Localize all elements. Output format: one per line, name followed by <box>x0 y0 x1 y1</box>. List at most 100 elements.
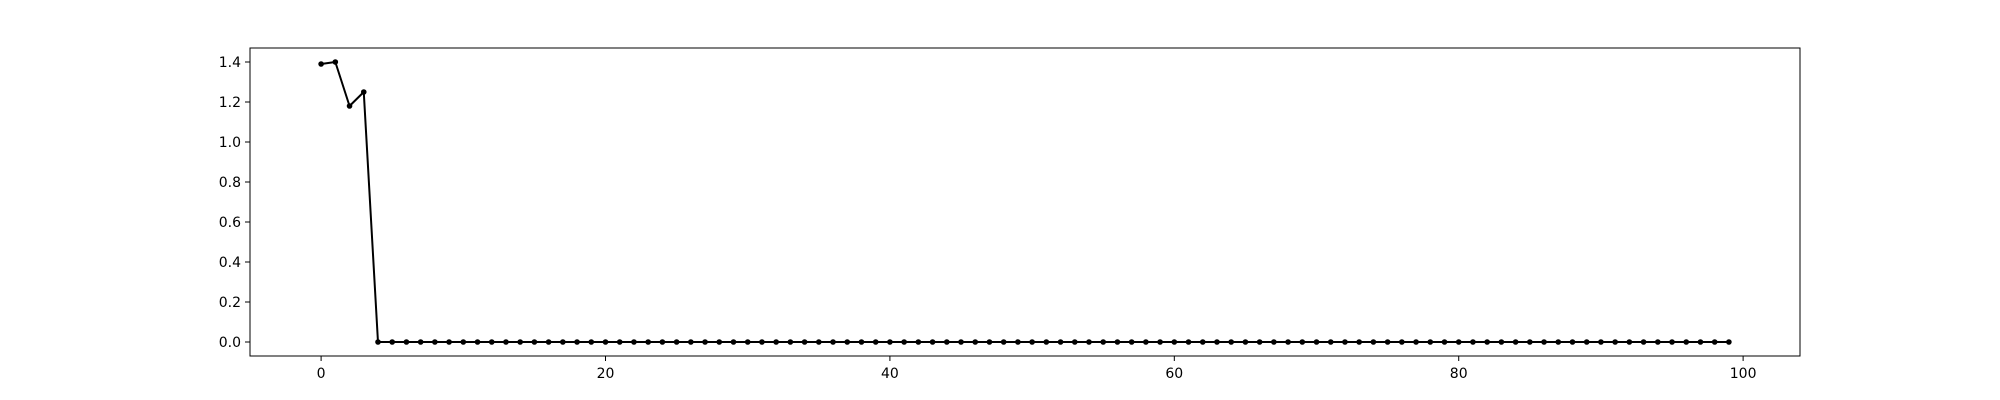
data-point <box>1569 339 1576 345</box>
data-point <box>1711 339 1718 345</box>
y-tick-label: 1.4 <box>219 55 241 71</box>
x-tick-label: 20 <box>597 366 615 382</box>
data-point <box>1356 339 1362 345</box>
data-point <box>1285 339 1291 345</box>
data-point <box>1228 339 1234 345</box>
y-tick-label: 0.4 <box>219 255 241 271</box>
data-point <box>1299 339 1306 345</box>
x-tick-label: 0 <box>317 366 326 382</box>
data-point <box>531 339 538 345</box>
data-point <box>1000 339 1007 345</box>
data-point <box>773 339 779 345</box>
series-line <box>320 61 1729 343</box>
data-point <box>1455 339 1462 345</box>
data-point <box>929 339 936 345</box>
data-point <box>1185 339 1192 345</box>
data-point <box>759 339 765 345</box>
data-point <box>403 339 410 345</box>
data-point <box>474 339 481 345</box>
data-point <box>417 339 424 345</box>
data-point <box>389 339 396 345</box>
data-point <box>602 339 609 345</box>
data-point <box>1683 339 1690 345</box>
data-point <box>1399 339 1405 345</box>
data-point <box>545 339 552 345</box>
data-point <box>1256 339 1263 345</box>
data-point <box>616 339 623 345</box>
data-point <box>1199 339 1206 345</box>
data-point <box>1043 339 1050 345</box>
series-layer <box>318 59 1732 345</box>
data-point <box>943 339 950 345</box>
data-point <box>1157 339 1163 345</box>
data-point <box>1512 339 1519 345</box>
data-point <box>1541 339 1547 345</box>
data-point <box>1413 339 1419 345</box>
data-point <box>1143 339 1149 345</box>
data-point <box>1128 339 1135 345</box>
data-point <box>1669 339 1675 345</box>
data-point <box>360 89 367 95</box>
data-point <box>1555 339 1562 345</box>
data-point <box>1384 339 1391 345</box>
data-point <box>631 339 637 345</box>
data-point <box>744 339 751 345</box>
data-point <box>1470 339 1476 345</box>
y-tick-label: 0.6 <box>219 215 241 231</box>
data-point <box>1171 339 1178 345</box>
data-point <box>887 339 893 345</box>
data-point <box>560 339 566 345</box>
data-point <box>1527 339 1533 345</box>
data-point <box>844 339 851 345</box>
plot-area-background <box>250 48 1800 356</box>
data-point <box>1342 339 1348 345</box>
data-point <box>332 59 339 65</box>
data-point <box>830 339 836 345</box>
data-point <box>1726 339 1732 345</box>
x-tick-label: 60 <box>1165 366 1183 382</box>
data-point <box>787 339 794 345</box>
data-point <box>1100 339 1107 345</box>
data-point <box>346 103 353 109</box>
y-tick-label: 0.8 <box>219 175 241 191</box>
y-tick-label: 0.0 <box>219 335 241 351</box>
data-point <box>659 339 666 345</box>
x-tick-label: 40 <box>881 366 899 382</box>
data-point <box>1114 339 1121 345</box>
y-tick-label: 1.2 <box>219 95 241 111</box>
x-tick-label: 100 <box>1730 366 1757 382</box>
data-point <box>588 339 595 345</box>
data-point <box>872 339 879 345</box>
data-point <box>1583 339 1590 345</box>
data-point <box>1626 339 1633 345</box>
data-point <box>801 339 808 345</box>
data-point <box>645 339 651 345</box>
data-point <box>460 339 467 345</box>
data-point <box>1271 339 1277 345</box>
data-point <box>375 339 381 345</box>
data-point <box>1598 339 1604 345</box>
data-point <box>716 339 723 345</box>
data-point <box>1612 339 1618 345</box>
data-point <box>1498 339 1505 345</box>
data-point <box>503 339 509 345</box>
x-axis: 0 20 40 60 80 100 <box>317 356 1757 382</box>
data-point <box>1484 339 1490 345</box>
data-point <box>972 339 979 345</box>
data-point <box>318 61 324 67</box>
data-point <box>1086 339 1092 345</box>
data-point <box>1029 339 1035 345</box>
data-point <box>702 339 708 345</box>
data-point <box>816 339 822 345</box>
plot-frame <box>249 47 1801 357</box>
data-point <box>574 339 580 345</box>
data-point <box>1057 339 1064 345</box>
data-point <box>1015 339 1021 345</box>
data-point <box>673 339 680 345</box>
y-tick-label: 1.0 <box>219 135 241 151</box>
data-point <box>1214 339 1220 345</box>
data-point <box>1427 339 1434 345</box>
data-point <box>1327 339 1334 345</box>
